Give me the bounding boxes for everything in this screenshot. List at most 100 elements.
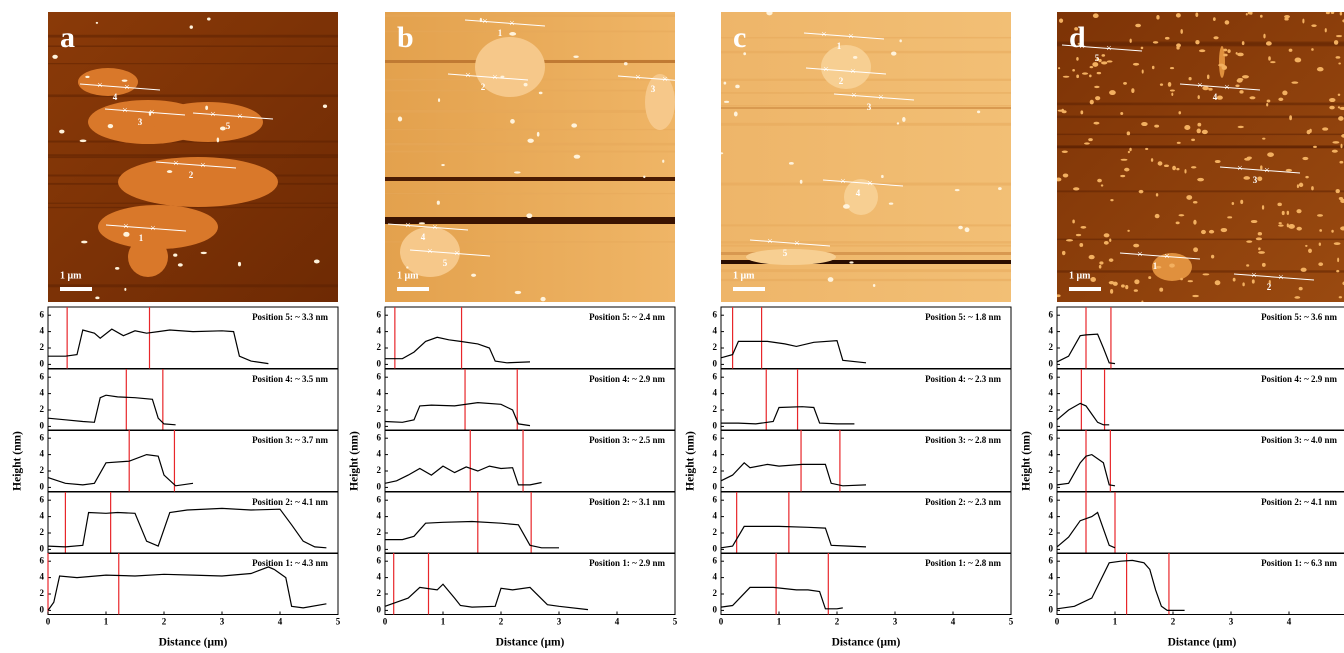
particle [438, 98, 440, 102]
particle [1258, 247, 1261, 250]
particle [1127, 230, 1130, 232]
particle [1331, 230, 1333, 233]
y-tick-label: 4 [377, 572, 382, 582]
y-tick-label: 4 [377, 388, 382, 398]
cross: × [1264, 165, 1270, 176]
height-profile [721, 463, 866, 486]
x-axis-label: Distance (μm) [496, 637, 565, 649]
particle [843, 204, 850, 209]
y-tick-label: 2 [40, 342, 45, 352]
panel-label: d [1069, 21, 1086, 54]
particle [1145, 148, 1148, 150]
page: {"chart_data": [ {"type": "line", "panel… [0, 0, 1344, 653]
x-tick-label: 0 [383, 617, 388, 627]
cross: × [1137, 249, 1143, 260]
particle [124, 288, 126, 291]
particle [1121, 159, 1128, 161]
profile-title: Position 3: ~ 2.8 nm [925, 435, 1001, 445]
profile-title: Position 5: ~ 2.4 nm [589, 312, 665, 322]
particle [1318, 262, 1323, 266]
particle [1178, 111, 1181, 114]
particle [1110, 289, 1113, 294]
image-label: 3 [651, 84, 656, 94]
particle [441, 164, 445, 166]
y-tick-label: 6 [40, 432, 45, 442]
y-tick-label: 4 [713, 326, 718, 336]
y-tick-label: 0 [1049, 604, 1054, 614]
image-label: 2 [839, 76, 844, 86]
particle [889, 203, 893, 205]
particle [1095, 96, 1100, 100]
particle [1189, 77, 1192, 80]
y-tick-label: 6 [40, 555, 45, 565]
particle [1172, 166, 1176, 170]
x-axis-label: Distance (μm) [159, 637, 228, 649]
y-tick-label: 2 [1049, 404, 1054, 414]
particle [1202, 130, 1208, 134]
particle [735, 85, 739, 89]
particle [1242, 282, 1244, 286]
image-label: 3 [1253, 175, 1258, 185]
particle [897, 122, 899, 124]
particle [1338, 116, 1344, 121]
height-profile [385, 403, 530, 426]
y-tick-label: 2 [1049, 342, 1054, 352]
particle [1082, 72, 1088, 74]
profile-title: Position 5: ~ 3.3 nm [252, 312, 328, 322]
particle [1101, 184, 1104, 186]
particle [1332, 150, 1338, 153]
scan-line [48, 207, 338, 208]
x-axis-label: Distance (μm) [832, 637, 901, 649]
particle [1094, 86, 1099, 88]
y-tick-label: 4 [40, 572, 45, 582]
y-tick-label: 6 [1049, 432, 1054, 442]
particle [1267, 152, 1274, 157]
particle [1295, 58, 1302, 63]
y-tick-label: 4 [713, 388, 718, 398]
particle [1278, 224, 1283, 226]
x-tick-label: 1 [441, 617, 446, 627]
particle [1294, 296, 1300, 299]
figure: ××1××2××3××4××5a1 μm0246Position 5: ~ 3.… [0, 0, 1344, 653]
particle [1101, 54, 1105, 57]
afm-image: ××1××2××3××4××5 [385, 12, 698, 302]
particle [899, 39, 901, 42]
y-tick-label: 6 [377, 309, 382, 319]
particle [1284, 15, 1290, 18]
particle [1188, 280, 1193, 282]
profile-title: Position 1: ~ 4.3 nm [252, 558, 328, 568]
profile-title: Position 4: ~ 2.3 nm [925, 374, 1001, 384]
particle [1176, 168, 1179, 170]
scan-line [721, 51, 1011, 53]
particle [1180, 29, 1183, 34]
image-label: 3 [138, 117, 143, 127]
cross: × [210, 109, 216, 120]
particle [1338, 106, 1340, 108]
scan-line [385, 193, 675, 194]
y-tick-label: 4 [713, 449, 718, 459]
cross: × [149, 107, 155, 118]
particle [1308, 249, 1312, 253]
particle [965, 227, 970, 232]
scale-bar [60, 287, 92, 291]
particle [1215, 160, 1221, 163]
cross: × [200, 160, 206, 171]
particle [1180, 278, 1183, 281]
particle [1302, 157, 1308, 160]
scale-bar-label: 1 μm [1069, 270, 1091, 281]
y-tick-label: 2 [1049, 588, 1054, 598]
particle [515, 291, 521, 294]
y-tick-label: 4 [1049, 326, 1054, 336]
particle [1072, 220, 1075, 224]
y-tick-label: 6 [713, 309, 718, 319]
particle [80, 140, 87, 143]
particle [1339, 296, 1342, 298]
particle [1299, 287, 1303, 291]
y-tick-label: 0 [377, 420, 382, 430]
particle [1089, 255, 1095, 259]
y-tick-label: 2 [377, 527, 382, 537]
particle [1063, 76, 1070, 78]
particle [1072, 69, 1075, 72]
scan-line [721, 123, 1011, 126]
image-label: 1 [837, 41, 842, 51]
